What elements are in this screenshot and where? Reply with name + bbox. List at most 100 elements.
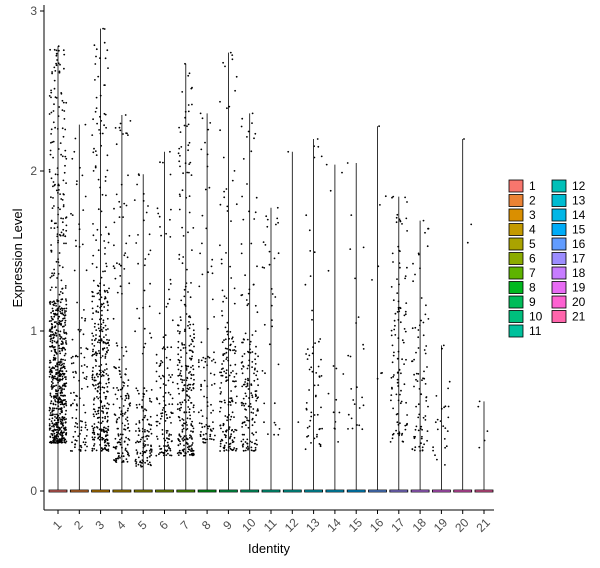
data-point xyxy=(122,455,125,458)
data-point xyxy=(189,414,192,417)
data-point xyxy=(247,388,250,390)
legend-item-5: 5 xyxy=(508,237,536,251)
data-point xyxy=(404,277,406,280)
data-point xyxy=(396,372,399,374)
violin-base-3 xyxy=(91,489,110,493)
data-point xyxy=(399,321,402,324)
data-point xyxy=(182,387,185,390)
data-point xyxy=(48,424,51,427)
data-point xyxy=(191,355,194,358)
data-point xyxy=(248,359,251,362)
data-point xyxy=(86,428,89,431)
data-point xyxy=(71,214,74,217)
data-point xyxy=(91,447,94,450)
data-point xyxy=(150,389,153,391)
data-point xyxy=(104,444,107,447)
data-point xyxy=(78,379,80,382)
data-point xyxy=(57,435,60,438)
data-point xyxy=(143,346,146,349)
data-point xyxy=(65,440,68,443)
data-point xyxy=(188,72,191,75)
data-point xyxy=(203,366,205,369)
data-point xyxy=(222,424,225,427)
data-point xyxy=(190,445,192,447)
data-point xyxy=(149,452,152,454)
data-point xyxy=(106,289,108,292)
data-point xyxy=(91,290,93,293)
legend-item-20: 20 xyxy=(551,295,586,309)
data-point xyxy=(164,404,167,407)
data-point xyxy=(83,437,86,440)
data-point xyxy=(181,429,184,431)
jitter-points-layer xyxy=(48,27,489,468)
data-point xyxy=(424,313,427,316)
data-point xyxy=(84,441,87,444)
data-point xyxy=(124,114,127,116)
data-point xyxy=(52,346,54,348)
data-point xyxy=(148,397,151,400)
data-point xyxy=(93,444,95,447)
data-point xyxy=(103,240,106,242)
data-point xyxy=(413,449,416,452)
data-point xyxy=(231,54,234,56)
data-point xyxy=(139,452,142,455)
data-point xyxy=(74,430,77,433)
data-point xyxy=(155,353,158,356)
data-point xyxy=(73,391,75,394)
data-point xyxy=(134,330,137,333)
data-point xyxy=(256,410,259,412)
data-point xyxy=(92,151,95,154)
data-point xyxy=(51,441,54,444)
data-point xyxy=(55,305,57,307)
data-point xyxy=(180,403,183,406)
legend-swatch xyxy=(508,208,524,222)
data-point xyxy=(164,439,167,442)
data-point xyxy=(177,368,180,371)
data-point xyxy=(119,275,122,277)
data-point xyxy=(158,215,161,218)
data-point xyxy=(118,416,120,419)
data-point xyxy=(113,459,115,461)
data-point xyxy=(246,419,249,422)
data-point xyxy=(55,407,58,410)
data-point xyxy=(136,406,139,409)
data-point xyxy=(75,394,77,397)
data-point xyxy=(163,454,165,457)
data-point xyxy=(124,411,127,414)
data-point xyxy=(404,428,407,431)
data-point xyxy=(209,438,211,440)
data-point xyxy=(99,392,101,395)
data-point xyxy=(166,449,169,452)
data-point xyxy=(92,353,94,356)
data-point xyxy=(102,347,104,350)
data-point xyxy=(392,195,395,198)
legend-swatch xyxy=(551,208,567,222)
data-point xyxy=(124,373,127,376)
data-point xyxy=(398,310,401,313)
data-point xyxy=(107,377,110,380)
data-point xyxy=(230,397,233,400)
data-point xyxy=(96,122,98,125)
data-point xyxy=(119,443,122,446)
data-point xyxy=(224,347,227,350)
data-point xyxy=(121,461,123,463)
data-point xyxy=(241,361,244,363)
data-point xyxy=(197,359,200,361)
data-point xyxy=(176,382,179,385)
data-point xyxy=(442,425,445,427)
data-point xyxy=(266,225,269,228)
axes xyxy=(43,5,494,511)
data-point xyxy=(59,370,62,372)
data-point xyxy=(192,351,194,354)
data-point xyxy=(398,218,401,221)
data-point xyxy=(64,421,67,424)
data-point xyxy=(256,443,258,446)
data-point xyxy=(54,416,56,418)
data-point xyxy=(61,372,64,375)
data-point xyxy=(203,395,206,398)
data-point xyxy=(142,193,145,195)
data-point xyxy=(338,411,341,414)
data-point xyxy=(103,124,105,127)
data-point xyxy=(95,329,98,331)
data-point xyxy=(141,406,144,409)
